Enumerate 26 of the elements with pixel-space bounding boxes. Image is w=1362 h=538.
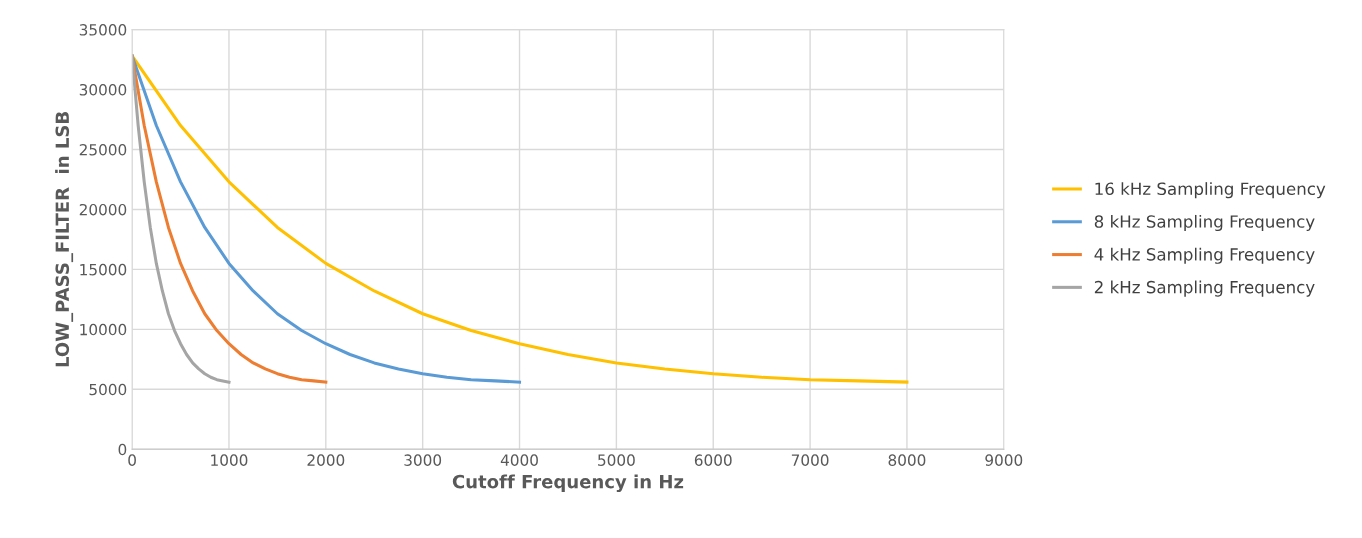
y-tick-label: 0 (118, 443, 127, 456)
line-series (132, 54, 231, 384)
x-tick-label: 2000 (307, 454, 345, 466)
legend-label: 4 kHz Sampling Frequency (1094, 247, 1315, 264)
x-tick-label: 1000 (211, 454, 248, 466)
y-tick-label: 5000 (89, 383, 127, 396)
x-tick-label: 3000 (404, 454, 442, 466)
y-tick-label: 15000 (80, 263, 127, 276)
x-tick-label: 7000 (791, 454, 829, 466)
x-tick-label: 8000 (888, 454, 926, 466)
x-axis-title: Cutoff Frequency in Hz (452, 474, 684, 493)
legend-label: 8 kHz Sampling Frequency (1094, 214, 1315, 232)
y-tick-label: 25000 (79, 143, 127, 156)
y-tick-label: 35000 (79, 24, 127, 36)
x-tick-label: 0 (128, 454, 136, 466)
x-tick-label: 5000 (598, 454, 635, 466)
legend-label: 16 kHz Sampling Frequency (1095, 182, 1326, 199)
y-tick-label: 10000 (80, 323, 127, 336)
x-tick-label: 4000 (500, 454, 538, 466)
legend-label: 2 kHz Sampling Frequency (1094, 280, 1315, 297)
x-tick-label: 6000 (694, 454, 732, 466)
y-axis-title: LOW_PASS_FILTER in LSB (55, 112, 74, 367)
x-tick-label: 9000 (985, 454, 1023, 466)
y-tick-label: 30000 (79, 84, 127, 96)
y-tick-label: 20000 (79, 203, 127, 216)
line-series (132, 54, 909, 384)
